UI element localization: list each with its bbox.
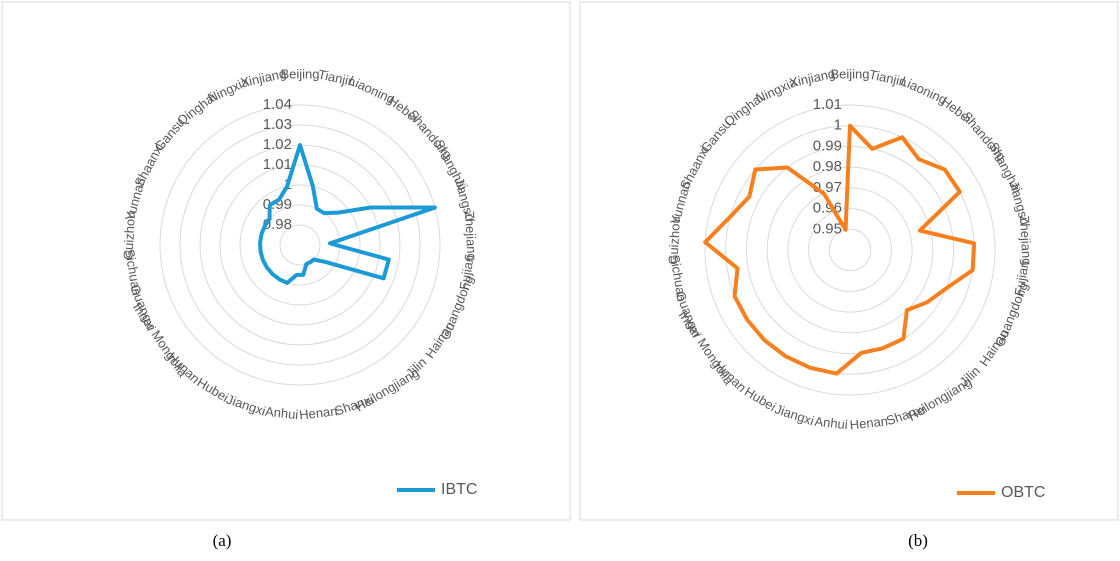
category-label: Sichuan: [122, 248, 144, 297]
legend-label: OBTC: [1001, 484, 1045, 501]
r-tick-label: 0.99: [813, 137, 842, 154]
grid-ring: [808, 208, 892, 292]
category-label: Xinjiang: [788, 66, 836, 91]
grid-ring: [239, 184, 361, 306]
category-label: Jiangxi: [224, 392, 267, 419]
grid-ring: [279, 224, 321, 266]
category-label: Anhui: [814, 414, 849, 433]
r-tick-label: 1.01: [813, 96, 842, 113]
legend-label: IBTC: [441, 481, 477, 498]
category-label: Sichuan: [667, 254, 689, 303]
panel-border: [1, 1, 571, 521]
category-label: Hainan: [422, 319, 458, 362]
r-tick-label: 1.01: [263, 156, 292, 173]
category-label: Henan: [849, 413, 889, 432]
radar-line: [258, 143, 437, 285]
grid-ring: [199, 144, 401, 346]
r-tick-label: 0.98: [813, 158, 842, 175]
category-label: Xinjiang: [239, 66, 287, 91]
category-label: Hubei: [742, 384, 779, 414]
r-tick-label: 0.95: [813, 220, 842, 237]
grid-ring: [828, 228, 872, 272]
r-tick-label: 1.03: [263, 116, 292, 133]
category-label: Henan: [298, 403, 338, 422]
category-label: Zhejiang: [1017, 215, 1035, 266]
category-label: Shanxi: [884, 401, 927, 428]
r-tick-label: 1.04: [263, 96, 292, 113]
category-label: Hubei: [194, 375, 231, 405]
category-label: Beijing: [280, 66, 319, 81]
r-tick-label: 1: [834, 117, 842, 134]
panel-border: [579, 1, 1119, 521]
category-label: Shanxi: [333, 392, 376, 419]
caption: (a): [213, 531, 232, 550]
radar-line: [703, 123, 977, 376]
grid-ring: [704, 104, 996, 396]
grid-ring: [219, 164, 381, 326]
r-tick-label: 1.02: [263, 136, 292, 153]
grid-ring: [787, 187, 913, 313]
category-label: Zhejiang: [462, 210, 480, 261]
grid-ring: [159, 104, 441, 386]
category-label: Beijing: [830, 66, 869, 81]
category-label: Anhui: [264, 404, 299, 423]
grid-ring: [179, 124, 421, 366]
grid-ring: [745, 145, 955, 355]
category-label: Jiangxi: [773, 401, 816, 428]
category-label: Guizhou: [665, 216, 683, 265]
category-label: Guizhou: [120, 211, 138, 260]
category-label: Fujian: [456, 254, 477, 291]
category-label: Fujian: [1011, 259, 1032, 296]
caption: (b): [908, 531, 928, 550]
